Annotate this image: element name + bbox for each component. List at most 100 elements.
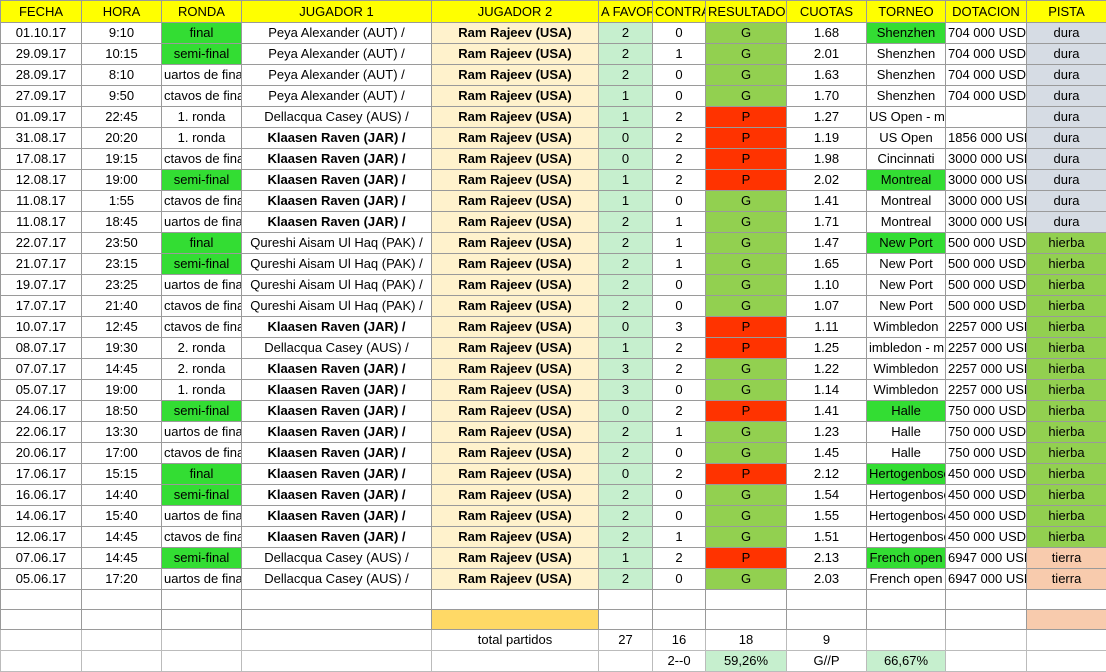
empty-cell[interactable]	[162, 651, 242, 672]
cell-hora[interactable]: 9:50	[82, 86, 162, 107]
cell-jugador-2[interactable]: Ram Rajeev (USA)	[432, 254, 599, 275]
total-value[interactable]: 27	[599, 630, 653, 651]
cell-ronda[interactable]: ctavos de fina	[162, 191, 242, 212]
cell-jugador-1[interactable]: Dellacqua Casey (AUS) /	[242, 107, 432, 128]
cell-fecha[interactable]: 05.07.17	[1, 380, 82, 401]
cell-resultado[interactable]: P	[706, 170, 787, 191]
cell-a-favor[interactable]: 2	[599, 506, 653, 527]
col-header-dotacion[interactable]: DOTACION	[946, 1, 1027, 23]
cell-torneo[interactable]: Halle	[867, 401, 946, 422]
cell-contra[interactable]: 1	[653, 233, 706, 254]
highlight-cell[interactable]	[432, 610, 599, 630]
cell-fecha[interactable]: 17.08.17	[1, 149, 82, 170]
empty-cell[interactable]	[162, 610, 242, 630]
cell-dotacion[interactable]: 2257 000 USD	[946, 359, 1027, 380]
cell-ronda[interactable]: 1. ronda	[162, 128, 242, 149]
percent-1[interactable]: 59,26%	[706, 651, 787, 672]
cell-resultado[interactable]: P	[706, 107, 787, 128]
cell-contra[interactable]: 0	[653, 23, 706, 44]
cell-a-favor[interactable]: 2	[599, 422, 653, 443]
cell-ronda[interactable]: uartos de fina	[162, 569, 242, 590]
cell-fecha[interactable]: 12.08.17	[1, 170, 82, 191]
cell-ronda[interactable]: uartos de fina	[162, 212, 242, 233]
cell-fecha[interactable]: 11.08.17	[1, 191, 82, 212]
cell-a-favor[interactable]: 2	[599, 275, 653, 296]
cell-cuotas[interactable]: 1.10	[787, 275, 867, 296]
cell-torneo[interactable]: Montreal	[867, 212, 946, 233]
cell-fecha[interactable]: 17.07.17	[1, 296, 82, 317]
cell-fecha[interactable]: 29.09.17	[1, 44, 82, 65]
cell-resultado[interactable]: P	[706, 149, 787, 170]
cell-resultado[interactable]: P	[706, 128, 787, 149]
cell-a-favor[interactable]: 2	[599, 44, 653, 65]
cell-ronda[interactable]: 1. ronda	[162, 380, 242, 401]
cell-hora[interactable]: 19:00	[82, 380, 162, 401]
cell-contra[interactable]: 0	[653, 86, 706, 107]
cell-hora[interactable]: 23:25	[82, 275, 162, 296]
cell-fecha[interactable]: 10.07.17	[1, 317, 82, 338]
count-value-2[interactable]: 9	[787, 630, 867, 651]
cell-dotacion[interactable]: 3000 000 USD	[946, 191, 1027, 212]
cell-jugador-1[interactable]: Klaasen Raven (JAR) /	[242, 191, 432, 212]
cell-jugador-1[interactable]: Klaasen Raven (JAR) /	[242, 422, 432, 443]
empty-cell[interactable]	[162, 630, 242, 651]
cell-resultado[interactable]: G	[706, 527, 787, 548]
cell-torneo[interactable]: Halle	[867, 422, 946, 443]
cell-dotacion[interactable]: 2257 000 USD	[946, 338, 1027, 359]
cell-hora[interactable]: 10:15	[82, 44, 162, 65]
cell-jugador-1[interactable]: Klaasen Raven (JAR) /	[242, 212, 432, 233]
cell-a-favor[interactable]: 0	[599, 128, 653, 149]
cell-torneo[interactable]: Montreal	[867, 170, 946, 191]
cell-pista[interactable]: hierba	[1027, 233, 1106, 254]
cell-ronda[interactable]: final	[162, 23, 242, 44]
cell-torneo[interactable]: Hertogenbosch	[867, 485, 946, 506]
cell-cuotas[interactable]: 2.13	[787, 548, 867, 569]
cell-dotacion[interactable]: 750 000 USD	[946, 443, 1027, 464]
cell-cuotas[interactable]: 1.71	[787, 212, 867, 233]
cell-resultado[interactable]: G	[706, 443, 787, 464]
cell-contra[interactable]: 2	[653, 107, 706, 128]
cell-resultado[interactable]: G	[706, 569, 787, 590]
cell-a-favor[interactable]: 1	[599, 191, 653, 212]
empty-cell[interactable]	[82, 590, 162, 610]
cell-ronda[interactable]: uartos de fina	[162, 422, 242, 443]
cell-a-favor[interactable]: 0	[599, 149, 653, 170]
cell-torneo[interactable]: Cincinnati	[867, 149, 946, 170]
cell-a-favor[interactable]: 0	[599, 464, 653, 485]
cell-cuotas[interactable]: 1.98	[787, 149, 867, 170]
cell-fecha[interactable]: 17.06.17	[1, 464, 82, 485]
cell-cuotas[interactable]: 1.55	[787, 506, 867, 527]
cell-contra[interactable]: 0	[653, 569, 706, 590]
cell-hora[interactable]: 19:15	[82, 149, 162, 170]
cell-fecha[interactable]: 16.06.17	[1, 485, 82, 506]
cell-contra[interactable]: 0	[653, 296, 706, 317]
cell-cuotas[interactable]: 2.03	[787, 569, 867, 590]
empty-cell[interactable]	[706, 590, 787, 610]
col-header-contra[interactable]: CONTRA	[653, 1, 706, 23]
count-value[interactable]: 18	[706, 630, 787, 651]
cell-resultado[interactable]: G	[706, 275, 787, 296]
cell-ronda[interactable]: uartos de fina	[162, 275, 242, 296]
cell-cuotas[interactable]: 1.11	[787, 317, 867, 338]
cell-contra[interactable]: 2	[653, 338, 706, 359]
cell-fecha[interactable]: 01.09.17	[1, 107, 82, 128]
cell-ronda[interactable]: ctavos de fina	[162, 443, 242, 464]
cell-cuotas[interactable]: 1.65	[787, 254, 867, 275]
won-count[interactable]: 16	[653, 630, 706, 651]
cell-dotacion[interactable]: 3000 000 USD	[946, 170, 1027, 191]
cell-contra[interactable]: 0	[653, 380, 706, 401]
cell-jugador-1[interactable]: Klaasen Raven (JAR) /	[242, 464, 432, 485]
cell-torneo[interactable]: Halle	[867, 443, 946, 464]
cell-hora[interactable]: 8:10	[82, 65, 162, 86]
cell-torneo[interactable]: Hertogenbosch	[867, 527, 946, 548]
cell-cuotas[interactable]: 2.01	[787, 44, 867, 65]
cell-jugador-2[interactable]: Ram Rajeev (USA)	[432, 527, 599, 548]
cell-resultado[interactable]: P	[706, 317, 787, 338]
cell-jugador-1[interactable]: Klaasen Raven (JAR) /	[242, 401, 432, 422]
cell-fecha[interactable]: 11.08.17	[1, 212, 82, 233]
cell-cuotas[interactable]: 1.19	[787, 128, 867, 149]
empty-cell[interactable]	[653, 590, 706, 610]
cell-resultado[interactable]: G	[706, 422, 787, 443]
col-header-jugador-1[interactable]: JUGADOR 1	[242, 1, 432, 23]
col-header-ronda[interactable]: RONDA	[162, 1, 242, 23]
